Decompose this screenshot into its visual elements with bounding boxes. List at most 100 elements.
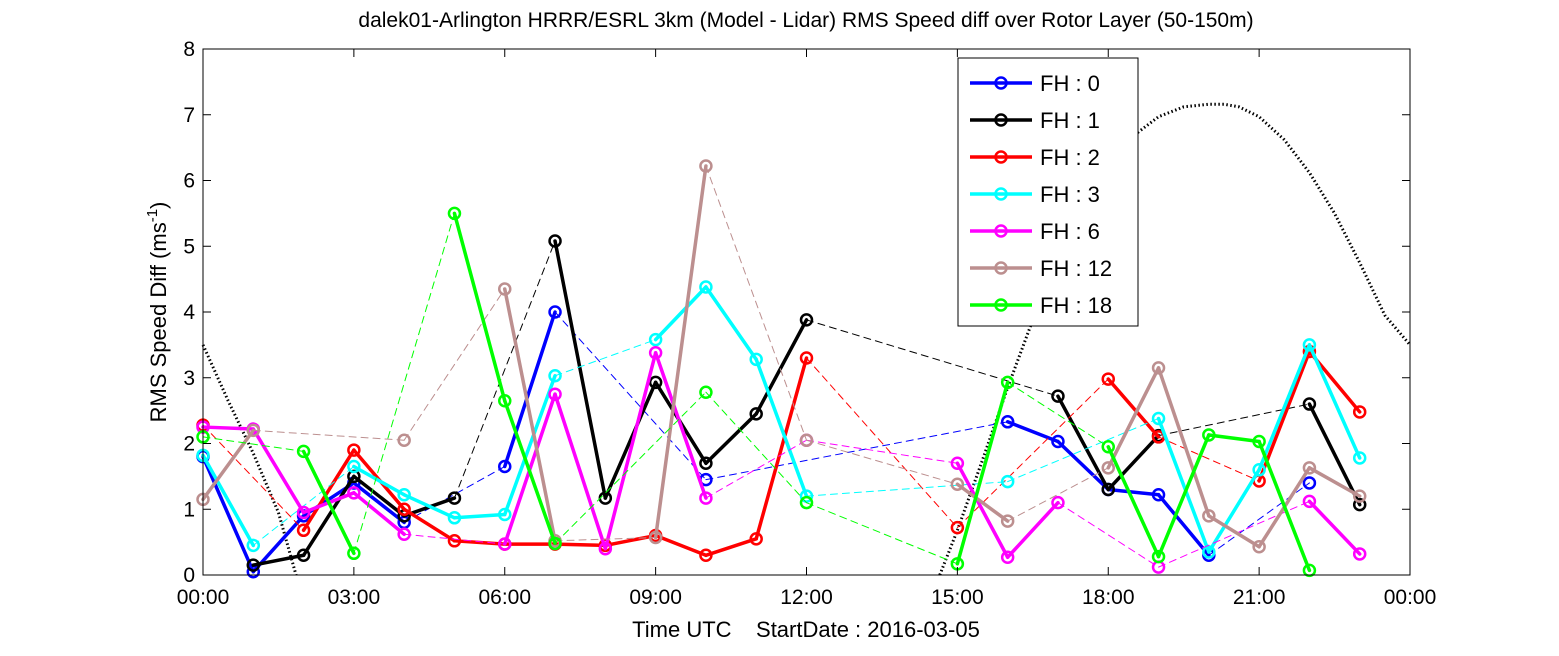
legend-marker	[994, 187, 1008, 201]
series-segment	[503, 399, 557, 546]
series-fh-5	[196, 159, 1367, 554]
data-point	[749, 532, 763, 546]
series-segment	[653, 164, 708, 540]
legend-label: FH : 18	[1040, 293, 1112, 318]
series-gap-segment	[806, 439, 958, 464]
series-gap-segment	[403, 533, 506, 545]
series-segment	[201, 453, 256, 548]
data-point	[799, 351, 814, 365]
x-tick-label: 09:00	[629, 586, 682, 609]
legend-label: FH : 3	[1040, 182, 1100, 207]
data-point	[296, 444, 311, 459]
series-fh-3	[196, 280, 1367, 559]
legend-box	[957, 57, 1139, 327]
series-segment	[1307, 466, 1362, 498]
legend-label: FH : 12	[1040, 256, 1112, 281]
series-segment	[503, 374, 557, 517]
data-point	[347, 546, 361, 561]
series-segment	[452, 539, 507, 546]
series-segment	[1106, 487, 1161, 497]
series-gap-segment	[806, 319, 1059, 397]
data-point	[498, 282, 512, 296]
series-segment	[1056, 439, 1110, 492]
series-segment	[352, 481, 406, 525]
series-gap-segment	[554, 391, 707, 544]
data-point	[397, 488, 411, 502]
series-gap-segment	[705, 391, 807, 504]
data-point	[1352, 489, 1367, 503]
data-point	[1000, 375, 1015, 390]
series-segment	[452, 211, 507, 403]
data-point	[397, 502, 411, 516]
x-tick-label: 03:00	[328, 586, 381, 609]
series-segment	[201, 454, 256, 574]
series-segment	[704, 285, 758, 362]
legend-label: FH : 1	[1040, 108, 1100, 133]
series-segment	[955, 461, 1010, 559]
sun-curve-afternoon	[938, 102, 1412, 576]
series-segment	[1257, 439, 1312, 573]
data-point	[1151, 411, 1166, 426]
series-fh-2	[196, 344, 1367, 563]
x-tick-label: 00:00	[177, 586, 230, 609]
data-point	[950, 520, 965, 535]
series-segment	[1207, 468, 1261, 554]
data-point	[548, 387, 562, 401]
data-point	[498, 394, 512, 408]
y-axis-label-end: )	[146, 202, 171, 209]
series-segment	[1156, 433, 1211, 559]
data-point	[1101, 482, 1115, 497]
data-point	[1352, 497, 1367, 512]
data-point	[1151, 549, 1166, 564]
series-gap-segment	[1057, 502, 1160, 568]
series-segment	[553, 392, 608, 551]
series-segment	[1156, 416, 1211, 554]
data-point	[246, 423, 261, 438]
data-point	[950, 477, 965, 492]
series-segment	[1005, 420, 1060, 444]
x-tick-label: 06:00	[478, 586, 531, 609]
series-gap-segment	[453, 240, 556, 499]
data-point	[397, 433, 411, 447]
series-segment	[955, 380, 1010, 566]
series-gap-segment	[252, 429, 405, 441]
x-tick-label: 15:00	[931, 586, 984, 609]
data-point	[1352, 451, 1367, 465]
legend-entry: FH : 1	[970, 108, 1100, 133]
legend-label: FH : 2	[1040, 145, 1100, 170]
series-segment	[1257, 343, 1312, 472]
y-tick-label: 7	[183, 104, 195, 127]
legend-entry: FH : 18	[970, 293, 1112, 318]
data-point	[1302, 338, 1317, 352]
series-segment	[553, 542, 608, 548]
data-point	[598, 541, 613, 556]
data-point	[548, 369, 562, 383]
data-point	[699, 491, 713, 505]
data-point	[347, 459, 361, 474]
data-point	[397, 527, 411, 541]
data-point	[1202, 545, 1216, 559]
series-segment	[553, 239, 608, 500]
series-gap-segment	[705, 165, 807, 441]
series-fh-6	[196, 206, 1317, 578]
data-point	[447, 206, 462, 221]
data-point	[1302, 476, 1317, 490]
data-point	[347, 486, 361, 500]
data-point	[950, 456, 965, 470]
series-gap-segment	[202, 436, 305, 452]
data-point	[1352, 405, 1367, 419]
y-tick-label: 4	[183, 301, 195, 324]
series-gap-segment	[1007, 381, 1109, 448]
y-tick-label: 5	[183, 235, 195, 258]
legend-entry: FH : 12	[970, 256, 1112, 281]
data-point	[447, 491, 462, 505]
series-segment	[704, 412, 758, 465]
data-point	[799, 313, 814, 327]
series-gap-segment	[705, 421, 1009, 481]
legend: FH : 0 FH : 1 FH : 2 FH : 3 FH : 6 FH : 12 FH …	[957, 57, 1139, 327]
data-point	[1252, 463, 1266, 477]
series-segment	[503, 287, 557, 543]
data-point	[1000, 550, 1015, 564]
series-segment	[603, 351, 658, 551]
series-segment	[1106, 433, 1161, 492]
